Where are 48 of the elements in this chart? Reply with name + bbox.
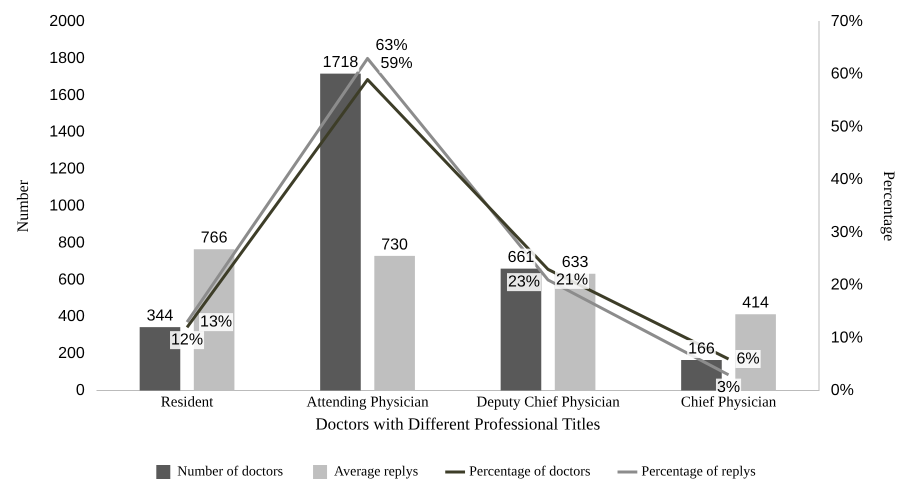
legend-label: Percentage of doctors xyxy=(469,464,590,480)
x-axis-title: Doctors with Different Professional Titles xyxy=(315,414,600,434)
data-label: 23% xyxy=(508,274,540,291)
y-tick-label: 0 xyxy=(76,382,85,400)
y2-axis-title: Percentage xyxy=(880,171,898,242)
legend-label: Percentage of replys xyxy=(641,464,756,480)
y-tick-label: 1600 xyxy=(49,86,85,104)
x-tick-label: Attending Physician xyxy=(306,394,430,411)
legend-label: Average replys xyxy=(334,464,418,480)
data-label: 633 xyxy=(562,254,589,272)
data-label: 661 xyxy=(508,249,534,266)
y2-tick-label: 60% xyxy=(830,66,863,83)
bar xyxy=(500,268,542,391)
bar xyxy=(320,74,361,391)
y2-tick-label: 40% xyxy=(830,171,863,188)
data-label: 766 xyxy=(200,230,228,247)
data-label: 12% xyxy=(171,332,204,349)
y-tick-label: 1000 xyxy=(49,198,85,215)
y2-tick-label: 10% xyxy=(830,329,863,346)
y-axis-title: Number xyxy=(14,179,32,232)
x-tick-label: Deputy Chief Physician xyxy=(476,394,620,411)
x-tick-label: Resident xyxy=(160,394,214,411)
data-label: 1718 xyxy=(322,54,358,72)
data-label: 3% xyxy=(716,378,740,396)
y-tick-label: 1200 xyxy=(49,160,85,178)
data-label: 63% xyxy=(376,37,408,54)
data-label: 414 xyxy=(742,294,770,312)
x-tick-label: Chief Physician xyxy=(680,394,777,411)
y-tick-label: 2000 xyxy=(49,13,85,30)
data-label: 344 xyxy=(146,308,174,325)
data-label: 730 xyxy=(381,236,408,254)
y-tick-label: 600 xyxy=(58,271,85,288)
data-label: 59% xyxy=(380,55,413,72)
data-label: 6% xyxy=(736,350,760,368)
data-label: 166 xyxy=(688,340,715,358)
y2-tick-label: 50% xyxy=(830,118,863,136)
y-tick-label: 1800 xyxy=(49,50,85,67)
y2-tick-label: 30% xyxy=(830,224,863,241)
y-tick-label: 800 xyxy=(58,234,85,252)
y2-tick-label: 20% xyxy=(830,276,863,294)
y-tick-label: 400 xyxy=(58,308,85,326)
data-label: 21% xyxy=(556,271,588,288)
y-tick-label: 200 xyxy=(58,345,85,362)
y2-tick-label: 0% xyxy=(830,382,854,400)
legend-label: Number of doctors xyxy=(177,464,284,480)
y-tick-label: 1400 xyxy=(49,124,85,141)
y2-tick-label: 70% xyxy=(830,13,863,30)
data-label: 13% xyxy=(200,313,232,330)
